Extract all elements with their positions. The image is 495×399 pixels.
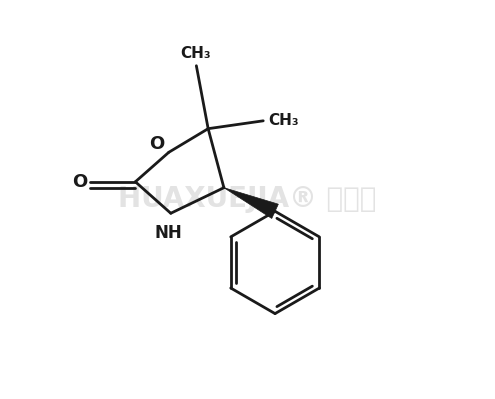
Text: O: O xyxy=(72,173,88,191)
Text: HUAXUEJIA® 化学加: HUAXUEJIA® 化学加 xyxy=(118,186,377,213)
Text: CH₃: CH₃ xyxy=(268,113,299,128)
Polygon shape xyxy=(224,188,278,218)
Text: O: O xyxy=(149,134,165,153)
Text: NH: NH xyxy=(155,224,183,242)
Text: CH₃: CH₃ xyxy=(180,46,211,61)
